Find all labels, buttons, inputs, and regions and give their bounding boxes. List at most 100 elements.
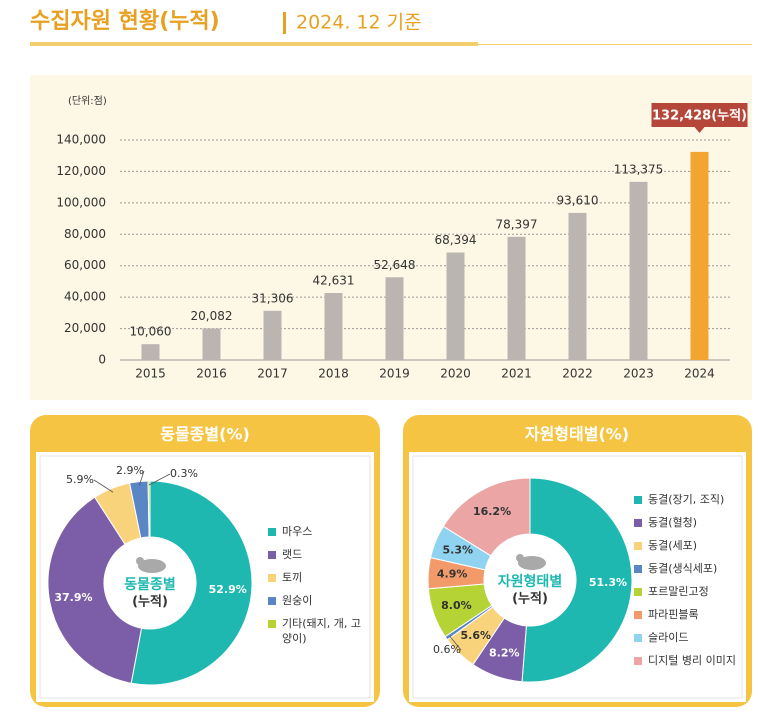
value-label: 5.3% [443,544,474,557]
slice [47,496,143,684]
legend-item: 원숭이 [268,593,363,608]
mouse-icon [516,554,524,562]
mouse-icon [138,559,166,573]
legend-label: 기타(돼지, 개, 고양이) [282,617,361,645]
legend-label: 파라핀블록 [648,608,699,621]
x-tick-label: 2015 [135,367,166,381]
value-label: 5.6% [461,629,492,642]
value-label: 93,610 [557,193,599,207]
y-tick-label: 140,000 [56,133,106,147]
value-label: 52.9% [209,583,247,596]
legend-label: 마우스 [282,525,313,538]
underline [30,42,478,46]
legend-swatch [634,657,642,665]
legend-label: 동결(장기, 조직) [648,493,725,506]
value-label: 31,306 [252,291,294,305]
y-tick-label: 100,000 [56,195,106,209]
value-label: 5.9% [66,473,94,486]
legend-label: 원숭이 [282,594,313,607]
slice [130,480,253,686]
value-label: 16.2% [473,505,511,518]
slice [147,480,151,538]
legend-swatch [634,565,642,573]
value-label: 8.2% [489,647,520,660]
value-label: 42,631 [313,274,355,288]
legend-swatch [634,519,642,527]
mouse-icon [518,556,546,570]
x-tick-label: 2024 [684,367,715,381]
legend-item: 포르말린고정 [634,584,744,599]
x-tick-label: 2020 [440,367,471,381]
y-tick-label: 0 [98,353,106,367]
x-tick-label: 2018 [318,367,349,381]
legend-item: 동결(생식세포) [634,561,744,576]
separator [283,12,286,34]
bar [690,151,709,360]
legend-swatch [634,496,642,504]
value-label: 68,394 [435,233,477,247]
value-label: 52,648 [374,258,416,272]
legend-label: 동결(생식세포) [648,562,718,575]
callout [651,103,748,127]
leader-line [148,473,171,486]
x-tick-label: 2017 [257,367,288,381]
legend-item: 기타(돼지, 개, 고양이) [268,616,363,646]
value-label: 2.9% [116,464,144,477]
legend-swatch [268,574,276,582]
value-label: 10,060 [130,325,172,339]
center-title: 자원형태별 [498,573,562,590]
y-tick-label: 20,000 [64,321,106,335]
mouse-icon [136,557,144,565]
center-subtitle: (누적) [132,594,168,610]
unit: (단위:점) [68,94,107,107]
callout-pointer [694,127,705,133]
slice [521,477,633,683]
bar [202,328,221,360]
legend-swatch [268,620,276,628]
value-label: 20,082 [191,309,233,323]
x-tick-label: 2016 [196,367,227,381]
legend-swatch [634,542,642,550]
legend-label: 동결(혈청) [648,516,698,529]
value-label: 51.3% [589,576,627,589]
bar [568,212,587,360]
bar [629,181,648,360]
legend-item: 디지털 병리 이미지 [634,653,744,668]
value-label: 0.6% [433,643,461,656]
bar [324,293,343,360]
value-label: 0.3% [170,467,198,480]
bar [446,252,465,360]
panel-border [412,455,743,699]
legend-swatch [268,551,276,559]
value-label: 37.9% [54,591,92,604]
donut-title: 자원형태별(%) [525,425,629,444]
value-label: 8.0% [441,599,472,612]
x-tick-label: 2022 [562,367,593,381]
legend-label: 디지털 병리 이미지 [648,654,736,667]
y-tick-label: 120,000 [56,164,106,178]
panel-border [39,455,371,699]
y-tick-label: 40,000 [64,290,106,304]
legend-label: 포르말린고정 [648,585,709,598]
x-tick-label: 2021 [501,367,532,381]
legend-item: 슬라이드 [634,630,744,645]
legend-label: 슬라이드 [648,631,689,644]
legend-item: 동결(세포) [634,538,744,553]
leader-line [93,479,114,493]
underline [478,44,752,45]
center-title: 동물종별 [124,576,176,593]
legend-swatch [268,528,276,536]
y-tick-label: 60,000 [64,258,106,272]
legend-swatch [268,597,276,605]
legend-label: 동결(세포) [648,539,698,552]
legend-swatch [634,634,642,642]
legend-item: 동결(혈청) [634,515,744,530]
legend-swatch [634,611,642,619]
bar [385,277,404,360]
leader-line [449,635,462,651]
legend-item: 토끼 [268,570,363,585]
legend-label: 랫드 [282,548,303,561]
value-label: 4.9% [437,568,468,581]
